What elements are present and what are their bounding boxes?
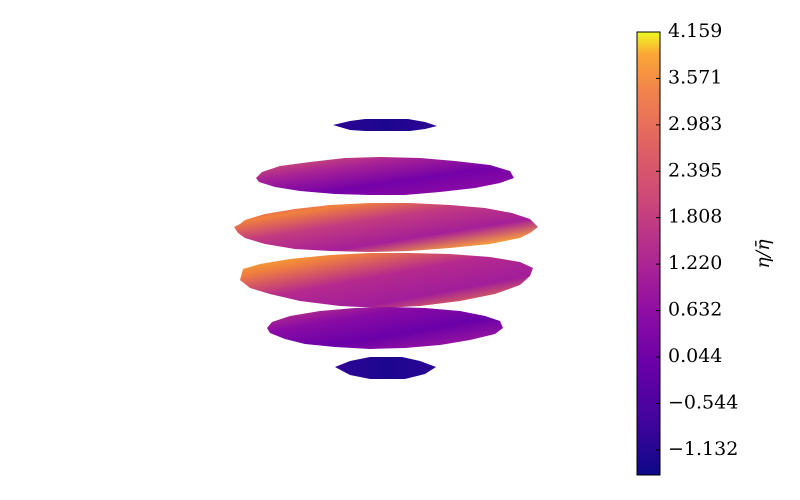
colorbar-label: η/η̄	[752, 239, 774, 269]
colorbar-tick-label: 2.395	[668, 159, 722, 181]
band-4	[240, 253, 533, 308]
band-1	[333, 119, 437, 131]
colorbar-tick-label: 4.159	[668, 20, 722, 42]
sphere-bands	[234, 119, 538, 379]
colorbar-tick-label: 0.632	[668, 299, 722, 321]
colorbar-tick-label: 3.571	[668, 66, 722, 88]
colorbar-tick-label: 2.983	[668, 113, 722, 135]
band-2	[256, 157, 514, 195]
colorbar-tick-label: 1.220	[668, 252, 722, 274]
band-5	[267, 307, 503, 349]
colorbar-gradient	[636, 31, 661, 476]
colorbar-tick-label: −1.132	[668, 438, 738, 460]
colorbar-ticks: 4.159 3.571 2.983 2.395 1.808 1.220 0.632 0.044…	[656, 20, 738, 460]
colorbar-tick-label: 0.044	[668, 345, 722, 367]
colorbar-tick-label: 1.808	[668, 206, 722, 228]
colorbar-tick-label: −0.544	[668, 391, 738, 413]
colorbar: 4.159 3.571 2.983 2.395 1.808 1.220 0.632 0.044…	[636, 20, 774, 476]
band-6	[335, 357, 436, 379]
band-3	[234, 203, 538, 252]
